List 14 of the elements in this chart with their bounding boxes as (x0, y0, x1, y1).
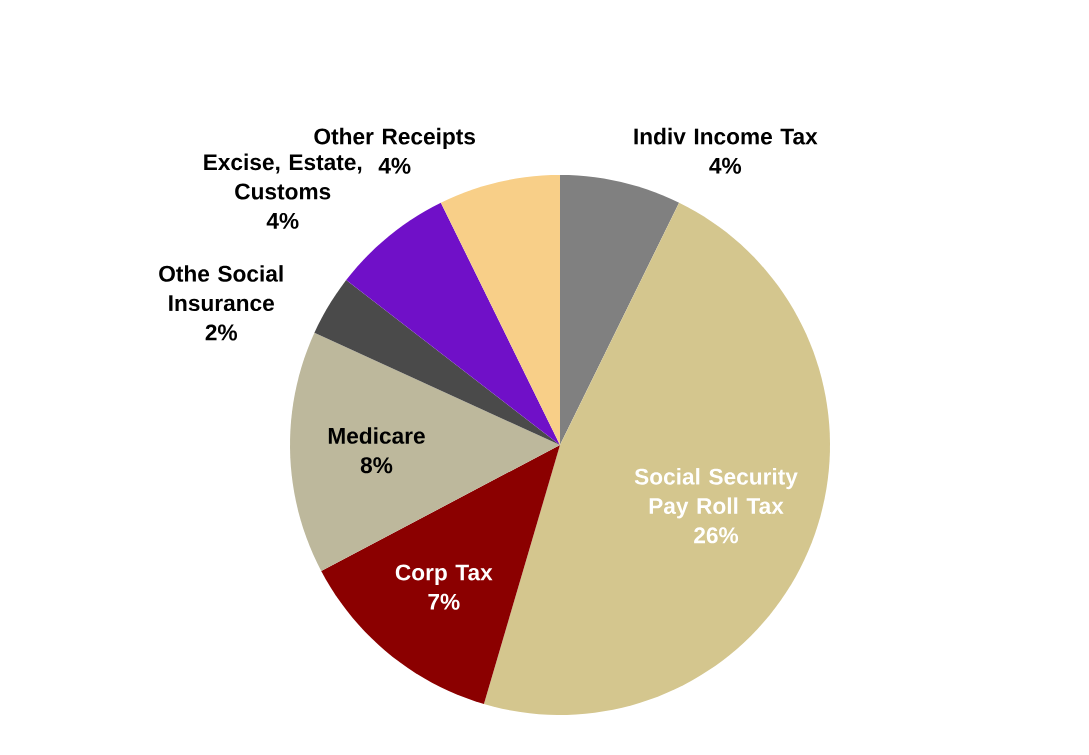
data-label: 4% (378, 157, 411, 174)
slice-label: Excise, Estate, Customs (204, 153, 362, 200)
data-label: 26% (694, 527, 739, 544)
data-label: 2% (205, 324, 237, 341)
data-label: 8% (360, 457, 393, 474)
data-label: 4% (709, 157, 742, 174)
slice-label: Other Receipts (314, 127, 475, 149)
data-label: 7% (428, 593, 460, 610)
slice-label: Medicare (328, 427, 425, 444)
slice-label: Othe Social Insurance (159, 265, 283, 312)
slice-label: Indiv Income Tax (634, 127, 818, 145)
data-label: 4% (266, 212, 299, 229)
slice-label: Social Security Pay Roll Tax (634, 468, 798, 519)
slice-label: Corp Tax (395, 564, 493, 585)
